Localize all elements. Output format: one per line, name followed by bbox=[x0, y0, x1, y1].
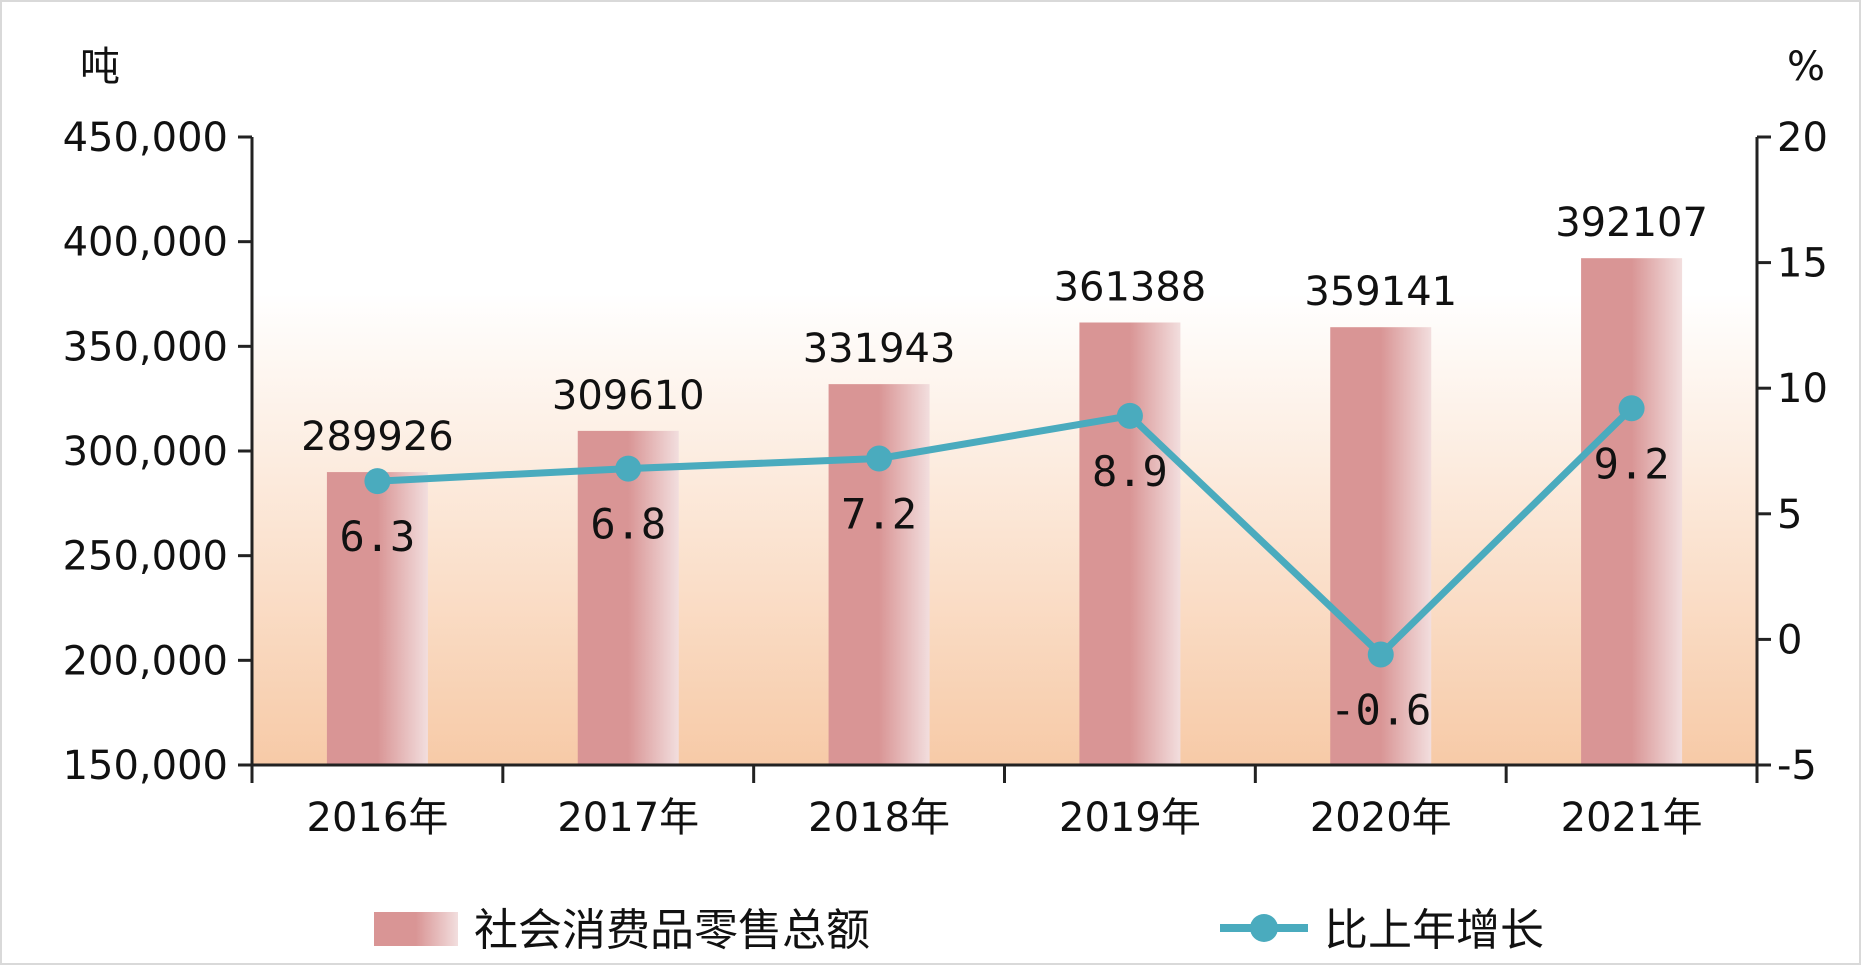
left-tick-label: 200,000 bbox=[63, 638, 228, 684]
legend: 社会消费品零售总额 比上年增长 bbox=[374, 905, 1544, 956]
bar-5 bbox=[1581, 258, 1683, 765]
x-tick-label: 2021年 bbox=[1561, 795, 1703, 841]
right-tick-label: -5 bbox=[1777, 743, 1817, 789]
growth-value-label: -0.6 bbox=[1330, 685, 1431, 734]
growth-value-label: 6.8 bbox=[590, 500, 666, 549]
growth-point-5 bbox=[1618, 395, 1645, 422]
growth-line bbox=[377, 405, 1635, 658]
growth-point-1 bbox=[615, 455, 642, 482]
x-tick-label: 2017年 bbox=[557, 795, 699, 841]
line-layer bbox=[364, 395, 1645, 668]
left-tick-label: 150,000 bbox=[63, 743, 228, 789]
labels-layer: 289926 309610 331943 361388 359141 392107 6.3 6… bbox=[301, 200, 1708, 734]
growth-value-label: 8.9 bbox=[1092, 447, 1168, 496]
bar-4 bbox=[1330, 327, 1432, 765]
bar-2 bbox=[828, 384, 930, 765]
legend-line-marker bbox=[1250, 914, 1278, 942]
plot-background bbox=[252, 137, 1757, 765]
bar-value-label: 289926 bbox=[301, 414, 454, 460]
x-tick-label: 2016年 bbox=[307, 795, 449, 841]
left-tick-label: 300,000 bbox=[63, 429, 228, 475]
legend-bar-label: 社会消费品零售总额 bbox=[474, 905, 870, 956]
growth-value-label: 6.3 bbox=[339, 512, 415, 561]
left-tick-label: 400,000 bbox=[63, 220, 228, 266]
bar-value-label: 309610 bbox=[552, 373, 705, 419]
growth-point-3 bbox=[1116, 402, 1143, 429]
bar-1 bbox=[577, 430, 679, 765]
bars-layer bbox=[326, 258, 1683, 765]
left-axis-unit: 吨 bbox=[80, 44, 120, 90]
legend-line-label: 比上年增长 bbox=[1324, 905, 1544, 956]
right-tick-label: 20 bbox=[1777, 115, 1828, 161]
growth-point-4 bbox=[1367, 641, 1394, 668]
x-tick-label: 2019年 bbox=[1059, 795, 1201, 841]
bar-value-label: 359141 bbox=[1304, 269, 1457, 315]
axes-layer: 150,000 200,000 250,000 300,000 350,000 400,0… bbox=[63, 115, 1828, 841]
left-tick-label: 450,000 bbox=[63, 115, 228, 161]
left-tick-label: 350,000 bbox=[63, 324, 228, 370]
left-tick-label: 250,000 bbox=[63, 534, 228, 580]
legend-bar-swatch bbox=[374, 912, 458, 946]
bar-0 bbox=[326, 472, 428, 765]
right-tick-label: 15 bbox=[1777, 241, 1828, 287]
bar-value-label: 361388 bbox=[1054, 264, 1207, 310]
x-tick-label: 2020年 bbox=[1310, 795, 1452, 841]
right-tick-label: 5 bbox=[1777, 492, 1802, 538]
right-tick-label: 0 bbox=[1777, 617, 1802, 663]
growth-point-0 bbox=[364, 468, 391, 495]
bar-value-label: 331943 bbox=[803, 326, 956, 372]
right-axis-unit: % bbox=[1787, 44, 1825, 90]
bar-value-label: 392107 bbox=[1555, 200, 1708, 246]
right-tick-label: 10 bbox=[1777, 366, 1828, 412]
growth-value-label: 7.2 bbox=[841, 490, 917, 539]
bar-3 bbox=[1079, 322, 1181, 765]
growth-point-2 bbox=[866, 445, 893, 472]
growth-value-label: 9.2 bbox=[1594, 439, 1670, 488]
x-tick-label: 2018年 bbox=[808, 795, 950, 841]
